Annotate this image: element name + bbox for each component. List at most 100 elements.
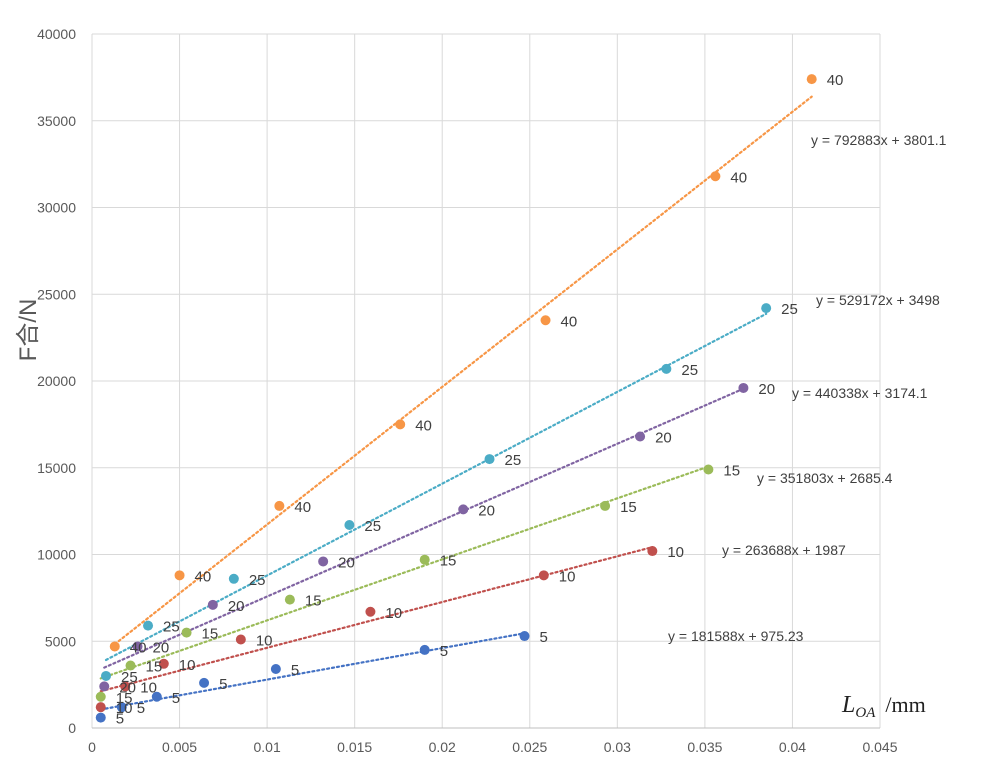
equation-40: y = 792883x + 3801.1 <box>811 132 947 148</box>
x-tick-label: 0.015 <box>337 739 372 755</box>
point-label-15-1: 15 <box>146 659 163 676</box>
point-10-5 <box>538 570 549 581</box>
point-10-4 <box>365 606 376 617</box>
point-25-5 <box>661 363 672 374</box>
point-10-2 <box>158 658 169 669</box>
point-label-15-2: 15 <box>202 626 219 643</box>
point-10-6 <box>647 546 658 557</box>
point-label-20-0: 20 <box>119 679 136 696</box>
x-tick-label: 0.03 <box>604 739 631 755</box>
point-label-40-4: 40 <box>561 313 578 330</box>
point-label-20-5: 20 <box>655 430 672 447</box>
point-label-5-4: 5 <box>291 662 299 679</box>
point-10-1 <box>120 681 131 692</box>
point-label-25-3: 25 <box>364 518 381 535</box>
point-label-10-2: 10 <box>179 657 196 674</box>
x-tick-label: 0.01 <box>253 739 280 755</box>
point-label-25-4: 25 <box>505 452 522 469</box>
point-20-4 <box>458 504 469 515</box>
point-15-0 <box>95 691 106 702</box>
x-axis-label-sub: OA <box>855 705 876 721</box>
x-tick-label: 0.04 <box>779 739 806 755</box>
point-label-40-6: 40 <box>827 72 844 89</box>
point-label-40-3: 40 <box>415 417 432 434</box>
point-label-20-4: 20 <box>478 502 495 519</box>
point-label-10-6: 10 <box>667 544 684 561</box>
point-40-2 <box>274 500 285 511</box>
point-20-0 <box>99 681 110 692</box>
y-tick-label: 40000 <box>37 26 76 42</box>
point-label-25-6: 25 <box>781 301 798 318</box>
y-tick-label: 10000 <box>37 547 76 563</box>
point-5-3 <box>199 677 210 688</box>
point-25-3 <box>344 520 355 531</box>
point-label-10-0: 10 <box>116 700 133 717</box>
point-15-4 <box>419 554 430 565</box>
point-25-1 <box>143 620 154 631</box>
point-label-15-6: 15 <box>723 462 740 479</box>
point-label-40-0: 40 <box>130 639 147 656</box>
point-label-25-1: 25 <box>163 619 180 636</box>
point-40-4 <box>540 315 551 326</box>
y-tick-label: 30000 <box>37 200 76 216</box>
point-label-20-2: 20 <box>228 598 245 615</box>
y-tick-label: 15000 <box>37 460 76 476</box>
trendline-40 <box>113 95 813 646</box>
point-label-5-5: 5 <box>440 643 448 660</box>
equation-5: y = 181588x + 975.23 <box>668 628 804 644</box>
axes: 0 0.005 0.01 0.015 0.02 0.025 0.03 0.035 0.04 0.0… <box>37 26 898 755</box>
point-40-0 <box>109 641 120 652</box>
point-40-1 <box>174 570 185 581</box>
y-tick-label: 35000 <box>37 113 76 129</box>
point-label-40-5: 40 <box>730 169 747 186</box>
point-40-5 <box>710 171 721 182</box>
point-5-0 <box>95 712 106 723</box>
equation-15: y = 351803x + 2685.4 <box>757 470 893 486</box>
point-label-40-2: 40 <box>294 499 311 516</box>
y-tick-label: 25000 <box>37 286 76 302</box>
point-label-10-4: 10 <box>385 605 402 622</box>
point-20-5 <box>635 431 646 442</box>
point-15-6 <box>703 464 714 475</box>
point-5-4 <box>270 664 281 675</box>
point-label-15-4: 15 <box>440 553 457 570</box>
point-label-5-1: 5 <box>137 700 145 717</box>
x-axis-label-unit: /mm <box>885 692 925 717</box>
point-10-3 <box>235 634 246 645</box>
point-label-5-2: 5 <box>172 690 180 707</box>
x-tick-label: 0.045 <box>862 739 897 755</box>
point-5-1 <box>116 702 127 713</box>
point-25-6 <box>761 303 772 314</box>
point-5-6 <box>519 631 530 642</box>
point-40-3 <box>395 419 406 430</box>
point-labels: 5555555101010101010101515151515151520202… <box>116 72 844 727</box>
point-label-20-3: 20 <box>338 554 355 571</box>
point-label-15-3: 15 <box>305 593 322 610</box>
equation-10: y = 263688x + 1987 <box>722 542 846 558</box>
y-tick-label: 5000 <box>45 633 76 649</box>
point-20-1 <box>132 641 143 652</box>
point-20-2 <box>207 599 218 610</box>
point-25-0 <box>101 670 112 681</box>
point-15-3 <box>284 594 295 605</box>
y-tick-label: 0 <box>68 720 76 736</box>
equation-20: y = 440338x + 3174.1 <box>792 385 928 401</box>
point-10-0 <box>95 702 106 713</box>
x-axis-label: LOA/mm <box>841 692 926 721</box>
point-20-3 <box>318 556 329 567</box>
point-label-40-1: 40 <box>195 568 212 585</box>
point-label-20-6: 20 <box>758 381 775 398</box>
trendline-equations: y = 181588x + 975.23 y = 263688x + 1987 y … <box>668 132 947 644</box>
point-label-10-5: 10 <box>559 568 576 585</box>
x-axis-label-main: L <box>841 692 855 718</box>
point-label-15-5: 15 <box>620 499 637 516</box>
point-label-15-0: 15 <box>116 690 133 707</box>
point-label-5-0: 5 <box>116 711 124 728</box>
y-axis-label: F合/N <box>15 299 42 362</box>
trendline-5 <box>99 632 526 711</box>
trendline-10 <box>99 546 654 693</box>
point-label-25-0: 25 <box>121 669 138 686</box>
point-label-25-2: 25 <box>249 572 266 589</box>
point-40-6 <box>806 74 817 85</box>
